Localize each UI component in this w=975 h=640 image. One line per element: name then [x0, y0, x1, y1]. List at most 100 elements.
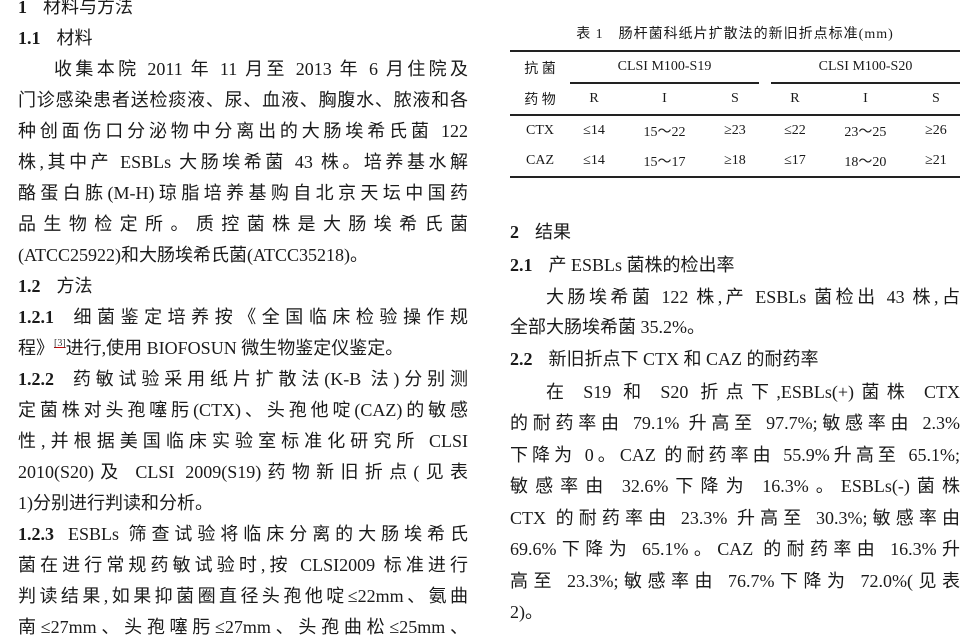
- text-line: 门诊感染患者送检痰液、尿、血液、胸腹水、脓液和各: [18, 87, 468, 113]
- value-cell: ≤17: [784, 153, 806, 168]
- table-row: CAZ ≤14 15～17 ≥18 ≤17 18～20 ≥21: [510, 146, 960, 177]
- section-number: 1.2: [18, 276, 41, 296]
- section-number: 1.1: [18, 28, 41, 48]
- section-number: 2.2: [510, 349, 533, 369]
- text-line: 1)分别进行判读和分析。: [18, 490, 468, 516]
- value-cell: 15～22: [643, 125, 686, 140]
- value-cell: ≤14: [583, 123, 605, 138]
- section-number: 1: [18, 0, 27, 17]
- text-line: 1.2.3 ESBLs 筛查试验将临床分离的大肠埃希氏: [18, 521, 468, 547]
- line-text: 全部大肠埃希菌 35.2%。: [510, 317, 705, 337]
- text-line: 大肠埃希菌 122 株,产 ESBLs 菌检出 43 株,占: [546, 284, 960, 310]
- line-text: 69.6%下降为 65.1%。CAZ 的耐药率由 16.3%升: [510, 539, 960, 559]
- text-line: CTX 的耐药率由 23.3% 升高至 30.3%;敏感率由: [510, 505, 960, 531]
- value-cell: 18～20: [844, 155, 887, 170]
- line-text: 方法: [56, 276, 93, 296]
- col-header: S: [932, 91, 940, 106]
- text-line: 收集本院 2011 年 11 月至 2013 年 6 月住院及: [54, 56, 468, 82]
- line-text: 定菌株对头孢噻肟(CTX)、头孢他啶(CAZ)的敏感: [18, 400, 468, 420]
- text-line: 株,其中产 ESBLs 大肠埃希菌 43 株。培养基水解: [18, 149, 468, 175]
- line-text: 材料与方法: [43, 0, 133, 17]
- line-text: 大肠埃希菌 122 株,产 ESBLs 菌检出 43 株,占: [546, 287, 960, 307]
- line-text: 的耐药率由 79.1% 升高至 97.7%;敏感率由 2.3%: [510, 413, 960, 433]
- section-heading: 1 材料与方法: [18, 0, 468, 20]
- table-row: CTX ≤14 15～22 ≥23 ≤22 23～25 ≥26: [510, 115, 960, 146]
- line-text: 判读结果,如果抑菌圈直径头孢他啶≤22mm、氨曲: [18, 586, 468, 606]
- line-text: ESBLs 筛查试验将临床分离的大肠埃希氏: [68, 524, 468, 544]
- text-line: 程》[3]进行,使用 BIOFOSUN 微生物鉴定仪鉴定。: [18, 335, 468, 361]
- value-cell: 15～17: [643, 155, 686, 170]
- text-line: 定菌株对头孢噻肟(CTX)、头孢他啶(CAZ)的敏感: [18, 397, 468, 423]
- text-line: 高至 23.3%;敏感率由 76.7%下降为 72.0%(见表: [510, 568, 960, 594]
- drug-cell: CAZ: [526, 153, 554, 168]
- section-number: 1.2.3: [18, 524, 54, 544]
- text-line: 69.6%下降为 65.1%。CAZ 的耐药率由 16.3%升: [510, 536, 960, 562]
- line-text: 酪蛋白胨(M-H)琼脂培养基购自北京天坛中国药: [18, 183, 468, 203]
- line-text: 收集本院 2011 年 11 月至 2013 年 6 月住院及: [54, 59, 468, 79]
- header-drug-2: 药 物: [524, 92, 556, 108]
- line-text: 门诊感染患者送检痰液、尿、血液、胸腹水、脓液和各: [18, 90, 468, 110]
- text-line: 品生物检定所。质控菌株是大肠埃希氏菌: [18, 211, 468, 237]
- text-line: 种创面伤口分泌物中分离出的大肠埃希氏菌 122: [18, 118, 468, 144]
- text-line: 性,并根据美国临床实验室标准化研究所 CLSI: [18, 428, 468, 454]
- section-heading: 2 结果: [510, 219, 960, 245]
- col-header: I: [662, 91, 667, 106]
- value-cell: ≥18: [724, 153, 746, 168]
- text-line: 判读结果,如果抑菌圈直径头孢他啶≤22mm、氨曲: [18, 583, 468, 609]
- line-text: 敏感率由 32.6%下降为 16.3%。ESBLs(-)菌株: [510, 476, 960, 496]
- line-text: CTX 的耐药率由 23.3% 升高至 30.3%;敏感率由: [510, 508, 960, 528]
- text-line: 酪蛋白胨(M-H)琼脂培养基购自北京天坛中国药: [18, 180, 468, 206]
- section-heading: 1.1 材料: [18, 25, 468, 51]
- text-line: 在 S19 和 S20 折点下,ESBLs(+)菌株 CTX: [546, 379, 960, 405]
- section-number: 1.2.2: [18, 369, 54, 389]
- line-text: 1)分别进行判读和分析。: [18, 493, 213, 513]
- table-caption: 表 1 肠杆菌科纸片扩散法的新旧折点标准(mm): [576, 27, 894, 42]
- line-text: 新旧折点下 CTX 和 CAZ 的耐药率: [548, 349, 819, 369]
- line-text: 菌在进行常规药敏试验时,按 CLSI2009 标准进行: [18, 555, 468, 575]
- line-text: (ATCC25922)和大肠埃希氏菌(ATCC35218)。: [18, 245, 368, 265]
- section-number: 2: [510, 222, 519, 242]
- breakpoint-table: 抗 菌 CLSI M100-S19 CLSI M100-S20 药 物 R I …: [510, 50, 960, 178]
- line-text: 药敏试验采用纸片扩散法(K-B 法)分别测: [68, 369, 468, 389]
- group-header-s20: CLSI M100-S20: [770, 51, 960, 84]
- header-drug-1: 抗 菌: [524, 61, 556, 77]
- value-cell: ≥21: [925, 153, 947, 168]
- text-line: 菌在进行常规药敏试验时,按 CLSI2009 标准进行: [18, 552, 468, 578]
- drug-cell: CTX: [526, 123, 554, 138]
- text-line: 1.2.1 细菌鉴定培养按《全国临床检验操作规: [18, 304, 468, 330]
- value-cell: 23～25: [844, 125, 887, 140]
- line-text: 下降为 0。CAZ 的耐药率由 55.9%升高至 65.1%;: [510, 445, 960, 465]
- section-heading: 1.2 方法: [18, 273, 468, 299]
- col-header: I: [863, 91, 868, 106]
- section-number: 2.1: [510, 255, 533, 275]
- value-cell: ≤22: [784, 123, 806, 138]
- line-text: 2)。: [510, 602, 543, 622]
- section-heading: 2.1 产 ESBLs 菌株的检出率: [510, 252, 960, 278]
- value-cell: ≥26: [925, 123, 947, 138]
- group-header-s19: CLSI M100-S19: [570, 51, 759, 84]
- value-cell: ≥23: [724, 123, 746, 138]
- line-text: 南≤27mm、头孢噻肟≤27mm、头孢曲松≤25mm、: [18, 617, 468, 637]
- text-line: 南≤27mm、头孢噻肟≤27mm、头孢曲松≤25mm、: [18, 614, 468, 640]
- col-header: R: [790, 91, 800, 106]
- line-text: 品生物检定所。质控菌株是大肠埃希氏菌: [18, 214, 468, 234]
- col-header: R: [589, 91, 599, 106]
- line-text: 细菌鉴定培养按《全国临床检验操作规: [68, 307, 468, 327]
- citation-link[interactable]: [3]: [54, 338, 66, 349]
- line-text: 性,并根据美国临床实验室标准化研究所 CLSI: [18, 431, 468, 451]
- line-text: 程》: [18, 338, 54, 358]
- text-line: 敏感率由 32.6%下降为 16.3%。ESBLs(-)菌株: [510, 473, 960, 499]
- line-text: 株,其中产 ESBLs 大肠埃希菌 43 株。培养基水解: [18, 152, 468, 172]
- text-line: (ATCC25922)和大肠埃希氏菌(ATCC35218)。: [18, 242, 468, 268]
- col-header: S: [731, 91, 739, 106]
- text-line: 1.2.2 药敏试验采用纸片扩散法(K-B 法)分别测: [18, 366, 468, 392]
- text-line: 2)。: [510, 599, 960, 625]
- line-text: 结果: [535, 222, 571, 242]
- line-text: 2010(S20)及 CLSI 2009(S19)药物新旧折点(见表: [18, 462, 468, 482]
- line-text: 高至 23.3%;敏感率由 76.7%下降为 72.0%(见表: [510, 571, 960, 591]
- text-line: 2010(S20)及 CLSI 2009(S19)药物新旧折点(见表: [18, 459, 468, 485]
- section-number: 1.2.1: [18, 307, 54, 327]
- text-line: 的耐药率由 79.1% 升高至 97.7%;敏感率由 2.3%: [510, 410, 960, 436]
- line-text: 产 ESBLs 菌株的检出率: [548, 255, 735, 275]
- line-text: 在 S19 和 S20 折点下,ESBLs(+)菌株 CTX: [546, 382, 960, 402]
